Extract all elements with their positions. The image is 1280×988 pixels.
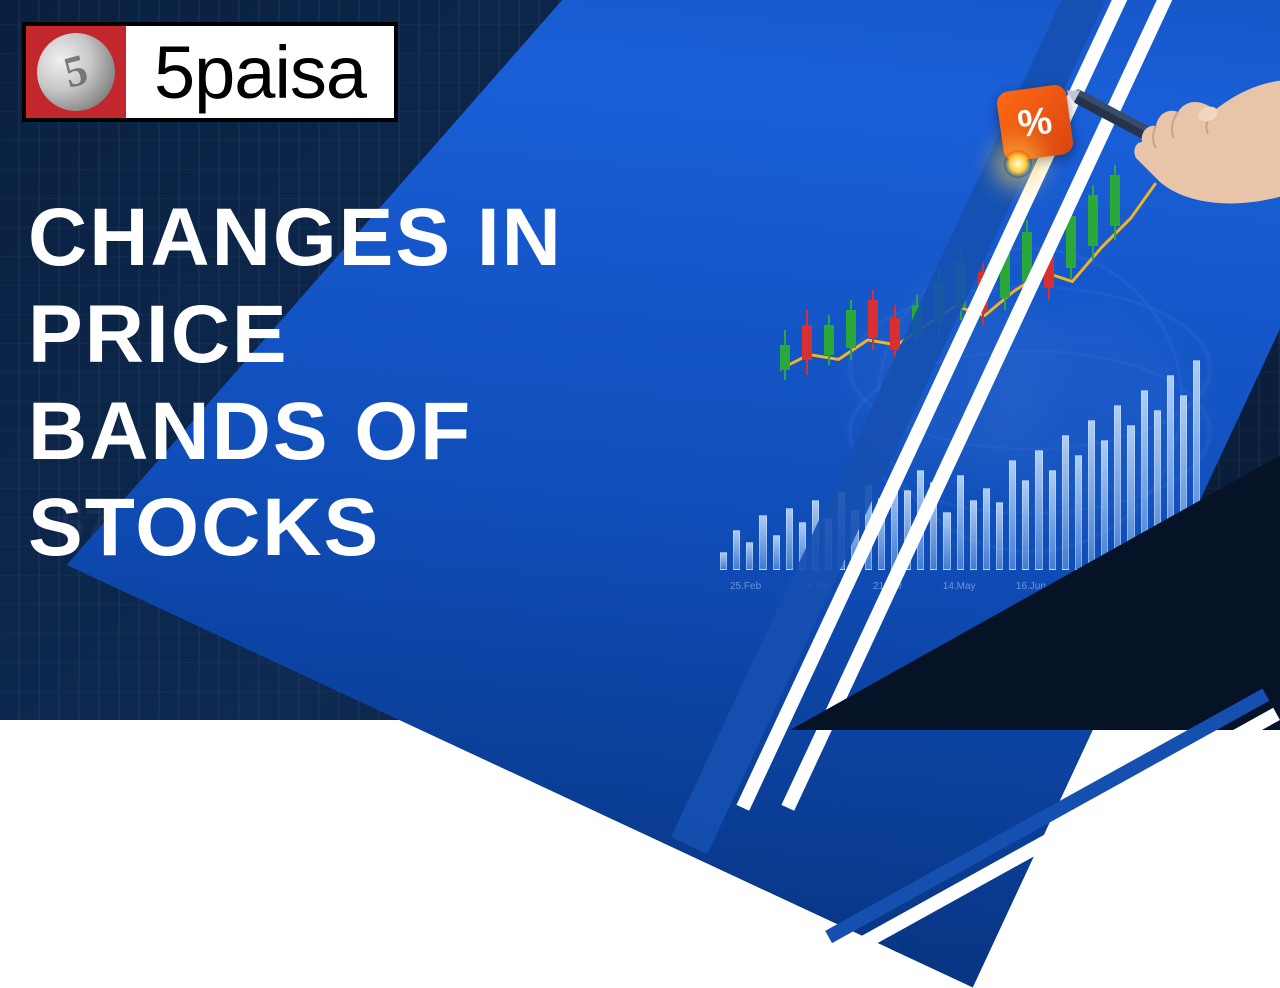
- hand-with-pen: [1040, 40, 1280, 220]
- logo-coin-icon: [26, 26, 126, 118]
- headline-line: PRICE: [28, 287, 563, 384]
- headline: CHANGES INPRICEBANDS OFSTOCKS: [28, 190, 563, 577]
- headline-line: BANDS OF: [28, 384, 563, 481]
- headline-line: CHANGES IN: [28, 190, 563, 287]
- headline-line: STOCKS: [28, 480, 563, 577]
- pen-tip-glow: [1004, 150, 1032, 178]
- brand-logo: 5paisa: [22, 22, 398, 122]
- infographic-canvas: 8.99 545.88 6545.9 57.75 25.Feb24.Mar21.…: [0, 0, 1280, 720]
- logo-text: 5paisa: [126, 26, 394, 118]
